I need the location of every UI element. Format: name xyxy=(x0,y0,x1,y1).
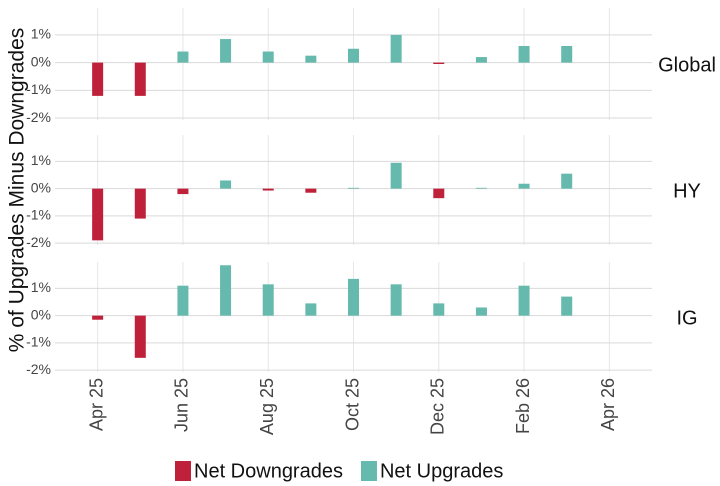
x-tick-label: Feb 26 xyxy=(513,378,533,434)
bar xyxy=(177,51,189,63)
bar xyxy=(92,315,104,320)
bar xyxy=(390,34,402,63)
legend-swatch xyxy=(175,461,191,481)
bar xyxy=(305,303,317,316)
bar xyxy=(433,62,445,64)
bar xyxy=(262,284,274,316)
y-tick-label: -1% xyxy=(26,334,51,350)
y-tick-label: 0% xyxy=(31,179,51,195)
bar xyxy=(92,62,104,96)
y-tick-label: 1% xyxy=(31,279,51,295)
x-tick-label: Oct 25 xyxy=(342,378,362,431)
bar xyxy=(475,307,487,316)
y-tick-label: -1% xyxy=(26,207,51,223)
bar xyxy=(561,45,573,63)
y-tick-label: 1% xyxy=(31,152,51,168)
y-tick-label: 1% xyxy=(31,26,51,42)
y-tick-label: -1% xyxy=(26,81,51,97)
bar xyxy=(134,62,146,96)
bar xyxy=(220,265,232,316)
bar xyxy=(177,285,189,316)
bar xyxy=(518,285,530,316)
bar xyxy=(262,188,274,191)
bar xyxy=(433,303,445,316)
bar xyxy=(177,188,189,195)
bar xyxy=(475,187,487,189)
bar xyxy=(348,48,359,63)
bar xyxy=(518,183,530,189)
bar xyxy=(134,188,146,219)
bar xyxy=(348,278,359,316)
legend-swatch xyxy=(360,461,377,481)
y-tick-label: 0% xyxy=(31,306,51,322)
bar xyxy=(134,315,146,358)
bar xyxy=(561,296,573,316)
bar xyxy=(92,188,104,241)
legend-label: Net Upgrades xyxy=(380,460,503,482)
bar xyxy=(390,284,402,316)
x-tick-label: Jun 25 xyxy=(172,378,192,432)
y-tick-label: -2% xyxy=(26,109,51,125)
facet-label: HY xyxy=(673,180,701,202)
x-tick-label: Aug 25 xyxy=(257,378,277,435)
legend-label: Net Downgrades xyxy=(194,460,343,482)
x-tick-label: Dec 25 xyxy=(428,378,448,435)
bar xyxy=(561,173,573,189)
bar xyxy=(475,57,487,63)
bar xyxy=(518,45,530,63)
bar xyxy=(348,187,359,189)
y-tick-label: -2% xyxy=(26,234,51,250)
y-axis-label: % of Upgrades Minus Downgrades xyxy=(6,28,29,353)
facet-label: IG xyxy=(676,307,697,329)
x-tick-label: Apr 25 xyxy=(86,378,106,431)
bar xyxy=(305,188,317,193)
bar xyxy=(262,51,274,63)
bar xyxy=(305,55,317,63)
y-tick-label: 0% xyxy=(31,53,51,69)
facet-label: Global xyxy=(658,54,716,76)
x-tick-label: Apr 26 xyxy=(598,378,618,431)
bar xyxy=(220,180,232,189)
bar xyxy=(220,39,232,63)
bar xyxy=(433,188,445,199)
y-tick-label: -2% xyxy=(26,361,51,377)
bar xyxy=(390,162,402,189)
